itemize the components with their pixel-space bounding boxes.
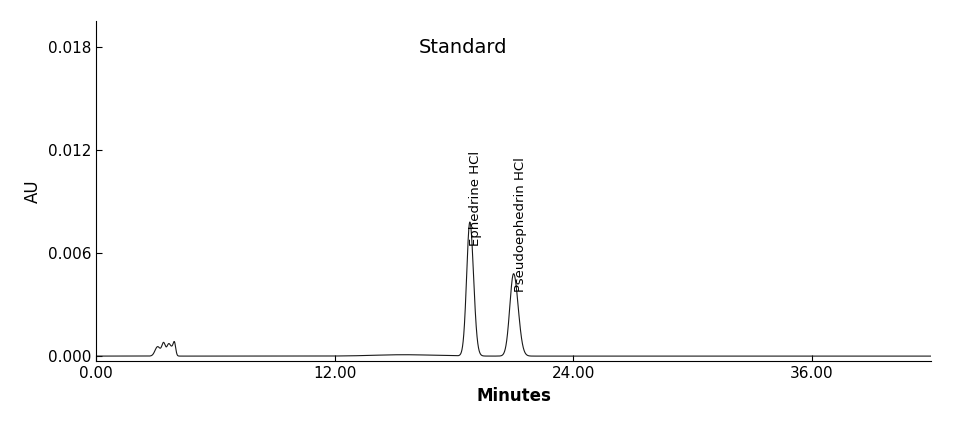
Text: Standard: Standard (420, 38, 508, 57)
Text: Ephedrine HCl: Ephedrine HCl (469, 151, 482, 246)
Y-axis label: AU: AU (24, 179, 42, 203)
Text: Pseudoephedrin HCl: Pseudoephedrin HCl (514, 157, 527, 292)
X-axis label: Minutes: Minutes (476, 387, 551, 405)
